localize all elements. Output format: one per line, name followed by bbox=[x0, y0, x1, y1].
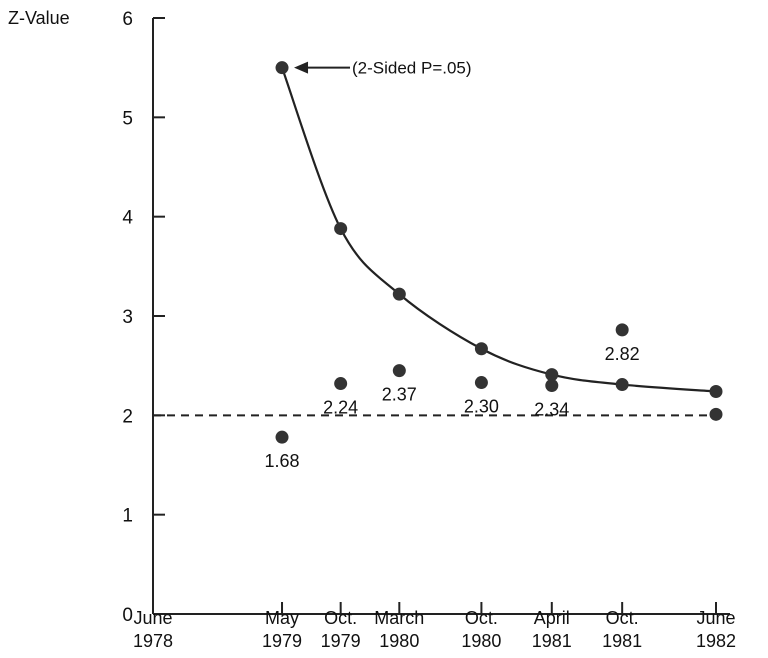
data-label: 2.82 bbox=[605, 344, 640, 364]
x-tick-label-line2: 1981 bbox=[532, 631, 572, 651]
curve-point bbox=[545, 368, 559, 382]
x-tick-label-line1: Oct. bbox=[324, 608, 357, 628]
annotation-arrow-head bbox=[294, 61, 309, 74]
x-tick-label-line1: June bbox=[133, 608, 172, 628]
x-tick-label-line2: 1979 bbox=[262, 631, 302, 651]
x-tick-label-line2: 1979 bbox=[321, 631, 361, 651]
annotation-text: (2-Sided P=.05) bbox=[352, 59, 472, 78]
y-tick-label: 4 bbox=[122, 208, 133, 229]
observed-point bbox=[545, 379, 559, 393]
x-tick-label-line1: Oct. bbox=[606, 608, 639, 628]
x-tick-label-line1: May bbox=[265, 608, 299, 628]
x-tick-label-line1: June bbox=[696, 608, 735, 628]
axes: 0 1 2 3 4 5 6 June 1978 May 1979 Oct. 1979 March 1980 O… bbox=[122, 9, 736, 651]
annotation-group: (2-Sided P=.05) bbox=[294, 59, 472, 78]
curve-point bbox=[709, 384, 723, 398]
data-label: 2.34 bbox=[534, 400, 569, 420]
data-label: 2.24 bbox=[323, 398, 358, 418]
x-tick-label-line1: April bbox=[534, 608, 570, 628]
y-tick-label: 2 bbox=[122, 406, 133, 427]
y-axis-label: Z-Value bbox=[8, 8, 70, 28]
data-label: 2.30 bbox=[464, 397, 499, 417]
y-tick-label: 0 bbox=[122, 605, 133, 626]
data-label: 2.37 bbox=[382, 385, 417, 405]
observed-point bbox=[334, 377, 348, 391]
y-tick-label: 3 bbox=[122, 307, 133, 328]
observed-point bbox=[392, 364, 406, 378]
data-label: 1.68 bbox=[264, 451, 299, 471]
curve-point bbox=[334, 222, 348, 236]
points-group: 1.68 2.24 2.37 2.30 2.34 2.82 bbox=[264, 323, 723, 471]
x-tick-label-line2: 1978 bbox=[133, 631, 173, 651]
observed-point bbox=[615, 323, 629, 337]
x-tick-label-line2: 1980 bbox=[379, 631, 419, 651]
observed-point bbox=[709, 407, 723, 421]
x-tick-label-line1: Oct. bbox=[465, 608, 498, 628]
curve-point bbox=[615, 378, 629, 392]
curve-point bbox=[474, 342, 488, 356]
curve-point bbox=[275, 61, 289, 75]
y-tick-label: 5 bbox=[122, 108, 133, 129]
y-tick-label: 1 bbox=[122, 506, 133, 527]
curve-group bbox=[275, 61, 723, 398]
x-tick-label-line2: 1981 bbox=[602, 631, 642, 651]
observed-point bbox=[474, 376, 488, 390]
observed-point bbox=[275, 430, 289, 444]
series-curve-line bbox=[280, 67, 717, 393]
x-tick-label-line2: 1980 bbox=[461, 631, 501, 651]
curve-point bbox=[392, 287, 406, 301]
x-tick-label-line2: 1982 bbox=[696, 631, 736, 651]
y-tick-label: 6 bbox=[122, 9, 133, 30]
x-tick-label-line1: March bbox=[374, 608, 424, 628]
